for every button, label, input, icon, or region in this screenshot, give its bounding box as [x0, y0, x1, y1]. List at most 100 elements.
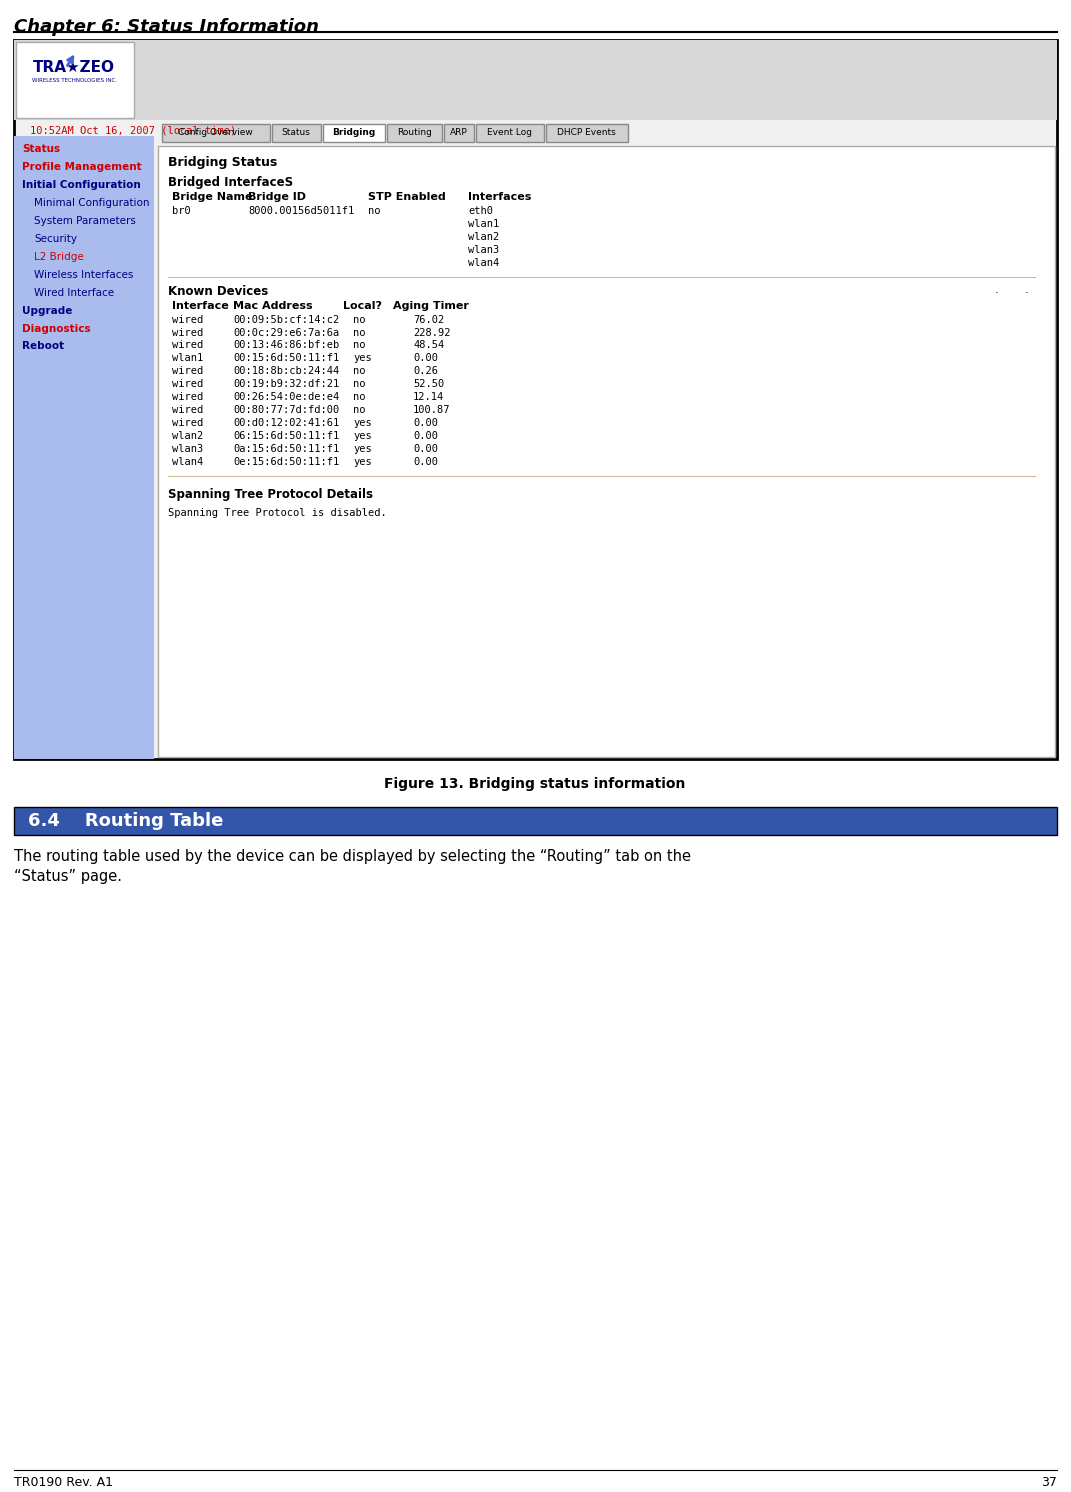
Text: wlan3: wlan3	[468, 245, 499, 255]
Text: 6.4    Routing Table: 6.4 Routing Table	[28, 812, 224, 830]
Text: 0.00: 0.00	[413, 445, 438, 455]
Bar	[159, 146, 1055, 756]
Text: Diagnostics: Diagnostics	[22, 324, 91, 334]
Text: TR0190 Rev. A1: TR0190 Rev. A1	[14, 1476, 114, 1489]
Bar	[14, 40, 1057, 119]
Text: Status: Status	[22, 143, 60, 154]
Text: Bridge Name: Bridge Name	[172, 191, 253, 201]
Text: wlan1: wlan1	[172, 354, 203, 364]
Text: 00:18:8b:cb:24:44: 00:18:8b:cb:24:44	[233, 367, 340, 376]
Text: 00:19:b9:32:df:21: 00:19:b9:32:df:21	[233, 379, 340, 389]
Text: 0a:15:6d:50:11:f1: 0a:15:6d:50:11:f1	[233, 445, 340, 455]
Text: Bridging Status: Bridging Status	[168, 155, 277, 169]
Text: Bridged InterfaceS: Bridged InterfaceS	[168, 176, 293, 189]
Text: L2 Bridge: L2 Bridge	[34, 252, 84, 261]
Text: 37: 37	[1041, 1476, 1057, 1489]
Text: wlan2: wlan2	[468, 231, 499, 242]
Text: 0.00: 0.00	[413, 431, 438, 442]
Text: wired: wired	[172, 418, 203, 428]
Bar	[16, 42, 134, 118]
Text: wired: wired	[172, 315, 203, 325]
Text: Status: Status	[282, 128, 311, 137]
Text: 100.87: 100.87	[413, 406, 451, 415]
Bar	[387, 124, 442, 142]
Text: “Status” page.: “Status” page.	[14, 868, 122, 883]
Text: ARP: ARP	[450, 128, 468, 137]
Text: 00:09:5b:cf:14:c2: 00:09:5b:cf:14:c2	[233, 315, 340, 325]
Text: wlan2: wlan2	[172, 431, 203, 442]
Text: wired: wired	[172, 392, 203, 403]
Text: Interfaces: Interfaces	[468, 191, 531, 201]
Text: WIRELESS TECHNOLOGIES INC.: WIRELESS TECHNOLOGIES INC.	[31, 78, 117, 84]
Text: Interface: Interface	[172, 300, 229, 310]
Text: Bridging: Bridging	[332, 128, 375, 137]
Text: Bridge ID: Bridge ID	[248, 191, 306, 201]
Text: no: no	[353, 340, 365, 351]
Text: 0e:15:6d:50:11:f1: 0e:15:6d:50:11:f1	[233, 458, 340, 467]
Text: 52.50: 52.50	[413, 379, 444, 389]
Text: Local?: Local?	[343, 300, 382, 310]
Bar	[14, 40, 1057, 759]
Text: 06:15:6d:50:11:f1: 06:15:6d:50:11:f1	[233, 431, 340, 442]
Text: 0.26: 0.26	[413, 367, 438, 376]
Text: 8000.00156d5011f1: 8000.00156d5011f1	[248, 206, 355, 216]
Text: wired: wired	[172, 379, 203, 389]
Text: Aging Timer: Aging Timer	[393, 300, 469, 310]
Text: 0.00: 0.00	[413, 418, 438, 428]
Text: The routing table used by the device can be displayed by selecting the “Routing”: The routing table used by the device can…	[14, 849, 691, 864]
Text: no: no	[353, 328, 365, 337]
Text: TRA★ZEO: TRA★ZEO	[33, 60, 115, 75]
Text: Minimal Configuration: Minimal Configuration	[34, 198, 150, 207]
Text: Security: Security	[34, 234, 77, 243]
Text: .: .	[995, 285, 998, 294]
Text: wired: wired	[172, 367, 203, 376]
Text: no: no	[353, 406, 365, 415]
Bar	[476, 124, 544, 142]
Text: no: no	[353, 392, 365, 403]
Text: Initial Configuration: Initial Configuration	[22, 179, 140, 189]
Text: 00:13:46:86:bf:eb: 00:13:46:86:bf:eb	[233, 340, 340, 351]
Text: yes: yes	[353, 458, 372, 467]
Text: no: no	[353, 367, 365, 376]
Bar	[322, 124, 384, 142]
Text: no: no	[353, 379, 365, 389]
Text: DHCP Events: DHCP Events	[557, 128, 616, 137]
Text: Wireless Interfaces: Wireless Interfaces	[34, 270, 134, 279]
Text: 00:26:54:0e:de:e4: 00:26:54:0e:de:e4	[233, 392, 340, 403]
Text: 48.54: 48.54	[413, 340, 444, 351]
Text: wlan3: wlan3	[172, 445, 203, 455]
Bar	[546, 124, 628, 142]
Text: br0: br0	[172, 206, 191, 216]
Text: Known Devices: Known Devices	[168, 285, 268, 297]
Text: Spanning Tree Protocol is disabled.: Spanning Tree Protocol is disabled.	[168, 509, 387, 518]
Text: Wired Interface: Wired Interface	[34, 288, 115, 297]
Text: wired: wired	[172, 340, 203, 351]
Text: no: no	[368, 206, 380, 216]
Bar	[162, 124, 270, 142]
Text: 00:d0:12:02:41:61: 00:d0:12:02:41:61	[233, 418, 340, 428]
Bar	[14, 136, 154, 759]
Bar	[444, 124, 473, 142]
Text: Upgrade: Upgrade	[22, 306, 73, 315]
Text: Reboot: Reboot	[22, 342, 64, 352]
Text: Config Overview: Config Overview	[179, 128, 253, 137]
Text: 00:15:6d:50:11:f1: 00:15:6d:50:11:f1	[233, 354, 340, 364]
Text: Figure 13. Bridging status information: Figure 13. Bridging status information	[384, 777, 685, 791]
Text: wlan4: wlan4	[468, 258, 499, 267]
Text: 00:0c:29:e6:7a:6a: 00:0c:29:e6:7a:6a	[233, 328, 340, 337]
Text: no: no	[353, 315, 365, 325]
Text: 00:80:77:7d:fd:00: 00:80:77:7d:fd:00	[233, 406, 340, 415]
Text: 0.00: 0.00	[413, 458, 438, 467]
Text: wlan4: wlan4	[172, 458, 203, 467]
Text: Spanning Tree Protocol Details: Spanning Tree Protocol Details	[168, 488, 373, 501]
Text: yes: yes	[353, 445, 372, 455]
Text: System Parameters: System Parameters	[34, 216, 136, 225]
Text: Routing: Routing	[397, 128, 432, 137]
Text: wired: wired	[172, 406, 203, 415]
Text: yes: yes	[353, 418, 372, 428]
Text: 76.02: 76.02	[413, 315, 444, 325]
Text: STP Enabled: STP Enabled	[368, 191, 446, 201]
Bar	[14, 807, 1057, 834]
Text: wired: wired	[172, 328, 203, 337]
Text: Mac Address: Mac Address	[233, 300, 313, 310]
